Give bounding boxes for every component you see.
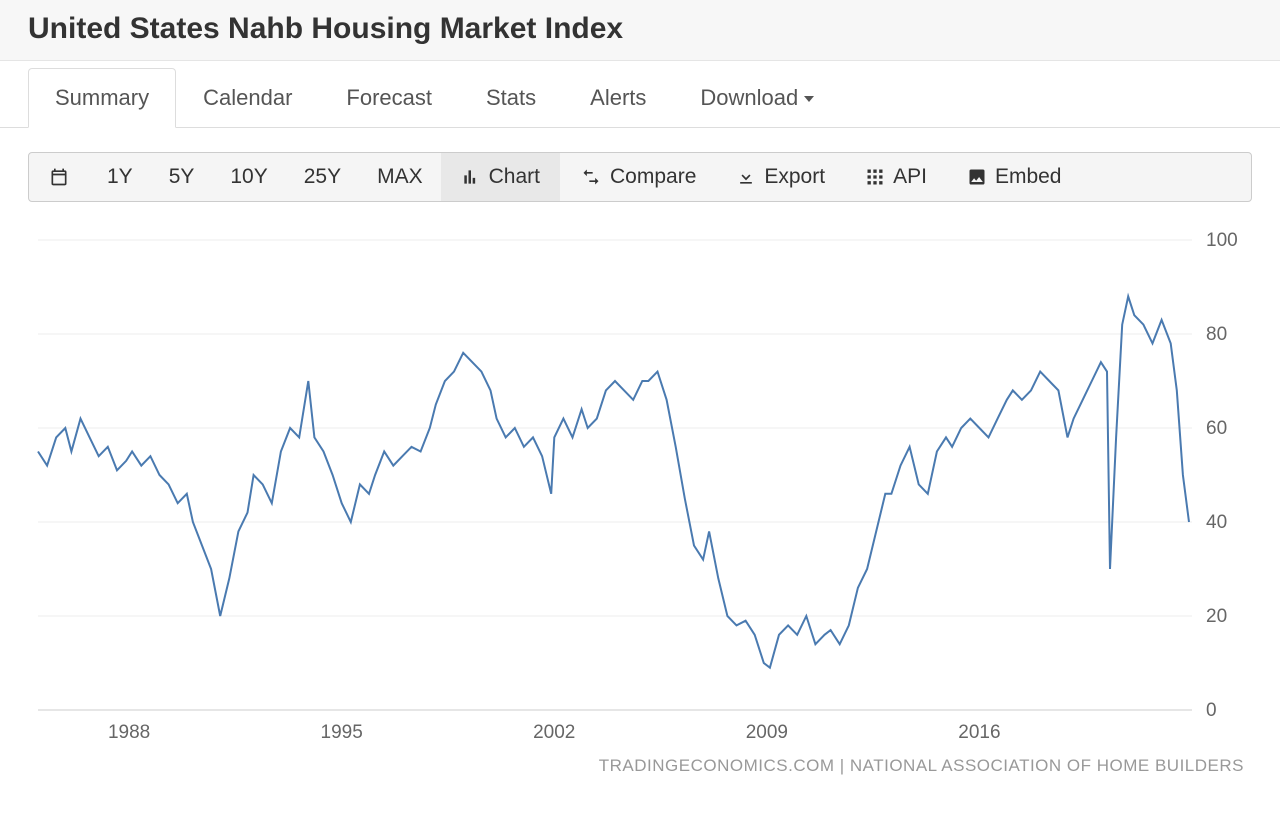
- svg-text:20: 20: [1206, 606, 1227, 627]
- svg-text:1995: 1995: [321, 722, 363, 743]
- range-label: 25Y: [304, 165, 341, 189]
- bar-chart-icon: [461, 167, 481, 187]
- svg-text:2002: 2002: [533, 722, 575, 743]
- compare-icon: [580, 167, 602, 187]
- chart-button[interactable]: Chart: [441, 153, 560, 201]
- range-label: 1Y: [107, 165, 133, 189]
- tabs-row: Summary Calendar Forecast Stats Alerts D…: [0, 67, 1280, 128]
- svg-text:100: 100: [1206, 230, 1238, 251]
- line-chart: 0 20 40 60 80 100 1988 1995 2002 2009 2016: [28, 220, 1252, 750]
- calendar-button[interactable]: [29, 153, 89, 201]
- header-bar: United States Nahb Housing Market Index: [0, 0, 1280, 61]
- tab-label: Alerts: [590, 85, 646, 110]
- attribution: TRADINGECONOMICS.COM | NATIONAL ASSOCIAT…: [0, 750, 1280, 776]
- range-label: MAX: [377, 165, 423, 189]
- tab-label: Summary: [55, 85, 149, 110]
- svg-text:80: 80: [1206, 324, 1227, 345]
- tab-calendar[interactable]: Calendar: [176, 68, 319, 128]
- export-button[interactable]: Export: [716, 153, 845, 201]
- range-label: 10Y: [230, 165, 267, 189]
- range-1y[interactable]: 1Y: [89, 153, 151, 201]
- tab-download[interactable]: Download: [673, 68, 841, 128]
- svg-text:2016: 2016: [958, 722, 1000, 743]
- button-label: Export: [764, 165, 825, 189]
- toolbar-wrap: 1Y 5Y 10Y 25Y MAX Chart Compare Export A…: [0, 128, 1280, 202]
- range-label: 5Y: [169, 165, 195, 189]
- api-button[interactable]: API: [845, 153, 947, 201]
- button-label: Compare: [610, 165, 696, 189]
- chart-area: 0 20 40 60 80 100 1988 1995 2002 2009 2016: [0, 202, 1280, 750]
- button-label: Chart: [489, 165, 540, 189]
- tab-label: Calendar: [203, 85, 292, 110]
- page-title: United States Nahb Housing Market Index: [28, 12, 1252, 46]
- chevron-down-icon: [804, 96, 814, 102]
- range-max[interactable]: MAX: [359, 153, 441, 201]
- compare-button[interactable]: Compare: [560, 153, 716, 201]
- tab-summary[interactable]: Summary: [28, 68, 176, 128]
- svg-text:40: 40: [1206, 512, 1227, 533]
- tab-label: Stats: [486, 85, 536, 110]
- svg-text:2009: 2009: [746, 722, 788, 743]
- tab-forecast[interactable]: Forecast: [319, 68, 459, 128]
- button-label: Embed: [995, 165, 1062, 189]
- grid-icon: [865, 167, 885, 187]
- toolbar: 1Y 5Y 10Y 25Y MAX Chart Compare Export A…: [28, 152, 1252, 202]
- button-label: API: [893, 165, 927, 189]
- range-5y[interactable]: 5Y: [151, 153, 213, 201]
- svg-text:1988: 1988: [108, 722, 150, 743]
- tab-label: Download: [700, 85, 798, 110]
- download-icon: [736, 167, 756, 187]
- range-10y[interactable]: 10Y: [212, 153, 285, 201]
- tab-stats[interactable]: Stats: [459, 68, 563, 128]
- calendar-icon: [49, 167, 69, 187]
- svg-text:60: 60: [1206, 418, 1227, 439]
- embed-button[interactable]: Embed: [947, 153, 1082, 201]
- svg-text:0: 0: [1206, 700, 1217, 721]
- tab-label: Forecast: [346, 85, 432, 110]
- tab-alerts[interactable]: Alerts: [563, 68, 673, 128]
- range-25y[interactable]: 25Y: [286, 153, 359, 201]
- image-icon: [967, 167, 987, 187]
